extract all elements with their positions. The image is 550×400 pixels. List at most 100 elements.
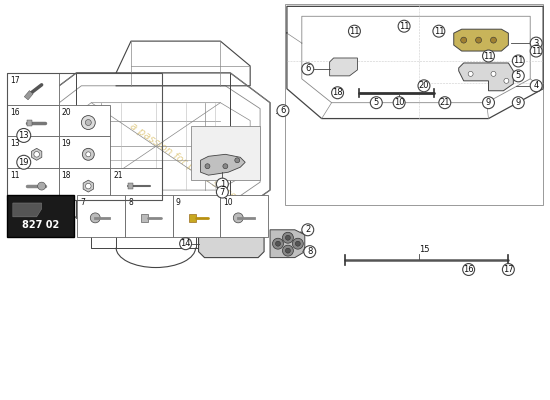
Text: 20: 20	[62, 108, 71, 117]
Text: 6: 6	[305, 64, 310, 74]
Circle shape	[530, 45, 542, 57]
Circle shape	[81, 116, 95, 130]
Circle shape	[180, 238, 191, 250]
Circle shape	[530, 37, 542, 49]
Text: 8: 8	[128, 198, 133, 207]
Bar	[78, 195, 125, 237]
Circle shape	[37, 182, 46, 190]
Text: 7: 7	[80, 198, 85, 207]
Circle shape	[216, 178, 228, 190]
Text: 13: 13	[10, 140, 19, 148]
Text: 6: 6	[280, 106, 285, 115]
Text: 12: 12	[35, 200, 45, 209]
Text: 10: 10	[394, 98, 404, 107]
Text: 11: 11	[399, 22, 409, 31]
Circle shape	[393, 97, 405, 109]
Bar	[7, 73, 58, 105]
Bar	[58, 168, 110, 200]
Text: 20: 20	[419, 81, 429, 90]
Circle shape	[285, 248, 290, 253]
Text: 17: 17	[503, 265, 514, 274]
Text: 19: 19	[62, 140, 71, 148]
Bar	[7, 168, 58, 200]
Circle shape	[283, 232, 293, 243]
Circle shape	[491, 71, 496, 76]
Circle shape	[513, 97, 524, 109]
Circle shape	[17, 155, 31, 169]
Circle shape	[276, 241, 280, 246]
Circle shape	[461, 37, 466, 43]
Circle shape	[302, 224, 314, 236]
Circle shape	[233, 213, 243, 223]
Polygon shape	[201, 154, 245, 175]
Circle shape	[463, 264, 475, 276]
Bar	[141, 214, 148, 222]
Bar	[7, 195, 74, 237]
Text: 2: 2	[305, 225, 310, 234]
Text: 21: 21	[113, 171, 123, 180]
Circle shape	[82, 148, 94, 160]
Text: 11: 11	[10, 171, 19, 180]
Circle shape	[304, 246, 316, 258]
Text: 18: 18	[332, 88, 343, 97]
Circle shape	[418, 80, 430, 92]
Text: 5: 5	[373, 98, 379, 107]
Bar	[7, 73, 162, 200]
Circle shape	[370, 97, 382, 109]
Circle shape	[398, 20, 410, 32]
Circle shape	[302, 63, 314, 75]
Text: 9: 9	[516, 98, 521, 107]
Polygon shape	[459, 63, 513, 91]
Circle shape	[277, 105, 289, 116]
Circle shape	[86, 152, 91, 157]
Circle shape	[502, 264, 514, 276]
Bar	[128, 183, 133, 189]
Circle shape	[332, 87, 344, 99]
Polygon shape	[199, 230, 264, 258]
Text: 13: 13	[19, 131, 29, 140]
Polygon shape	[13, 203, 42, 217]
Circle shape	[439, 97, 451, 109]
Circle shape	[482, 50, 494, 62]
Circle shape	[285, 235, 290, 240]
Circle shape	[513, 70, 524, 82]
Circle shape	[476, 37, 482, 43]
Circle shape	[491, 37, 497, 43]
Bar	[285, 4, 543, 205]
Circle shape	[530, 80, 542, 92]
Text: a passion for parts since 1994: a passion for parts since 1994	[129, 121, 262, 219]
Bar	[125, 195, 173, 237]
Text: 9: 9	[486, 98, 491, 107]
Bar	[191, 126, 260, 180]
Text: 18: 18	[62, 171, 71, 180]
Text: 21: 21	[439, 98, 450, 107]
Circle shape	[293, 238, 303, 249]
Text: 16: 16	[463, 265, 474, 274]
Circle shape	[216, 186, 228, 198]
Text: 3: 3	[534, 38, 539, 48]
Circle shape	[85, 120, 91, 126]
Bar	[110, 168, 162, 200]
Text: 15: 15	[419, 245, 430, 254]
Text: 11: 11	[531, 46, 541, 56]
Circle shape	[468, 71, 473, 76]
Circle shape	[272, 238, 283, 249]
Bar	[173, 195, 221, 237]
Text: 11: 11	[513, 56, 524, 66]
Circle shape	[283, 245, 293, 256]
Circle shape	[34, 152, 40, 157]
Circle shape	[433, 25, 445, 37]
Circle shape	[235, 158, 240, 163]
Circle shape	[349, 25, 360, 37]
Text: 5: 5	[516, 71, 521, 80]
Circle shape	[223, 164, 228, 169]
Bar	[58, 105, 110, 136]
Bar	[7, 105, 58, 136]
Polygon shape	[329, 58, 358, 76]
Bar	[27, 120, 32, 126]
Circle shape	[295, 241, 300, 246]
Bar	[221, 195, 268, 237]
Text: 16: 16	[10, 108, 19, 117]
Polygon shape	[270, 230, 305, 258]
Bar	[7, 136, 58, 168]
